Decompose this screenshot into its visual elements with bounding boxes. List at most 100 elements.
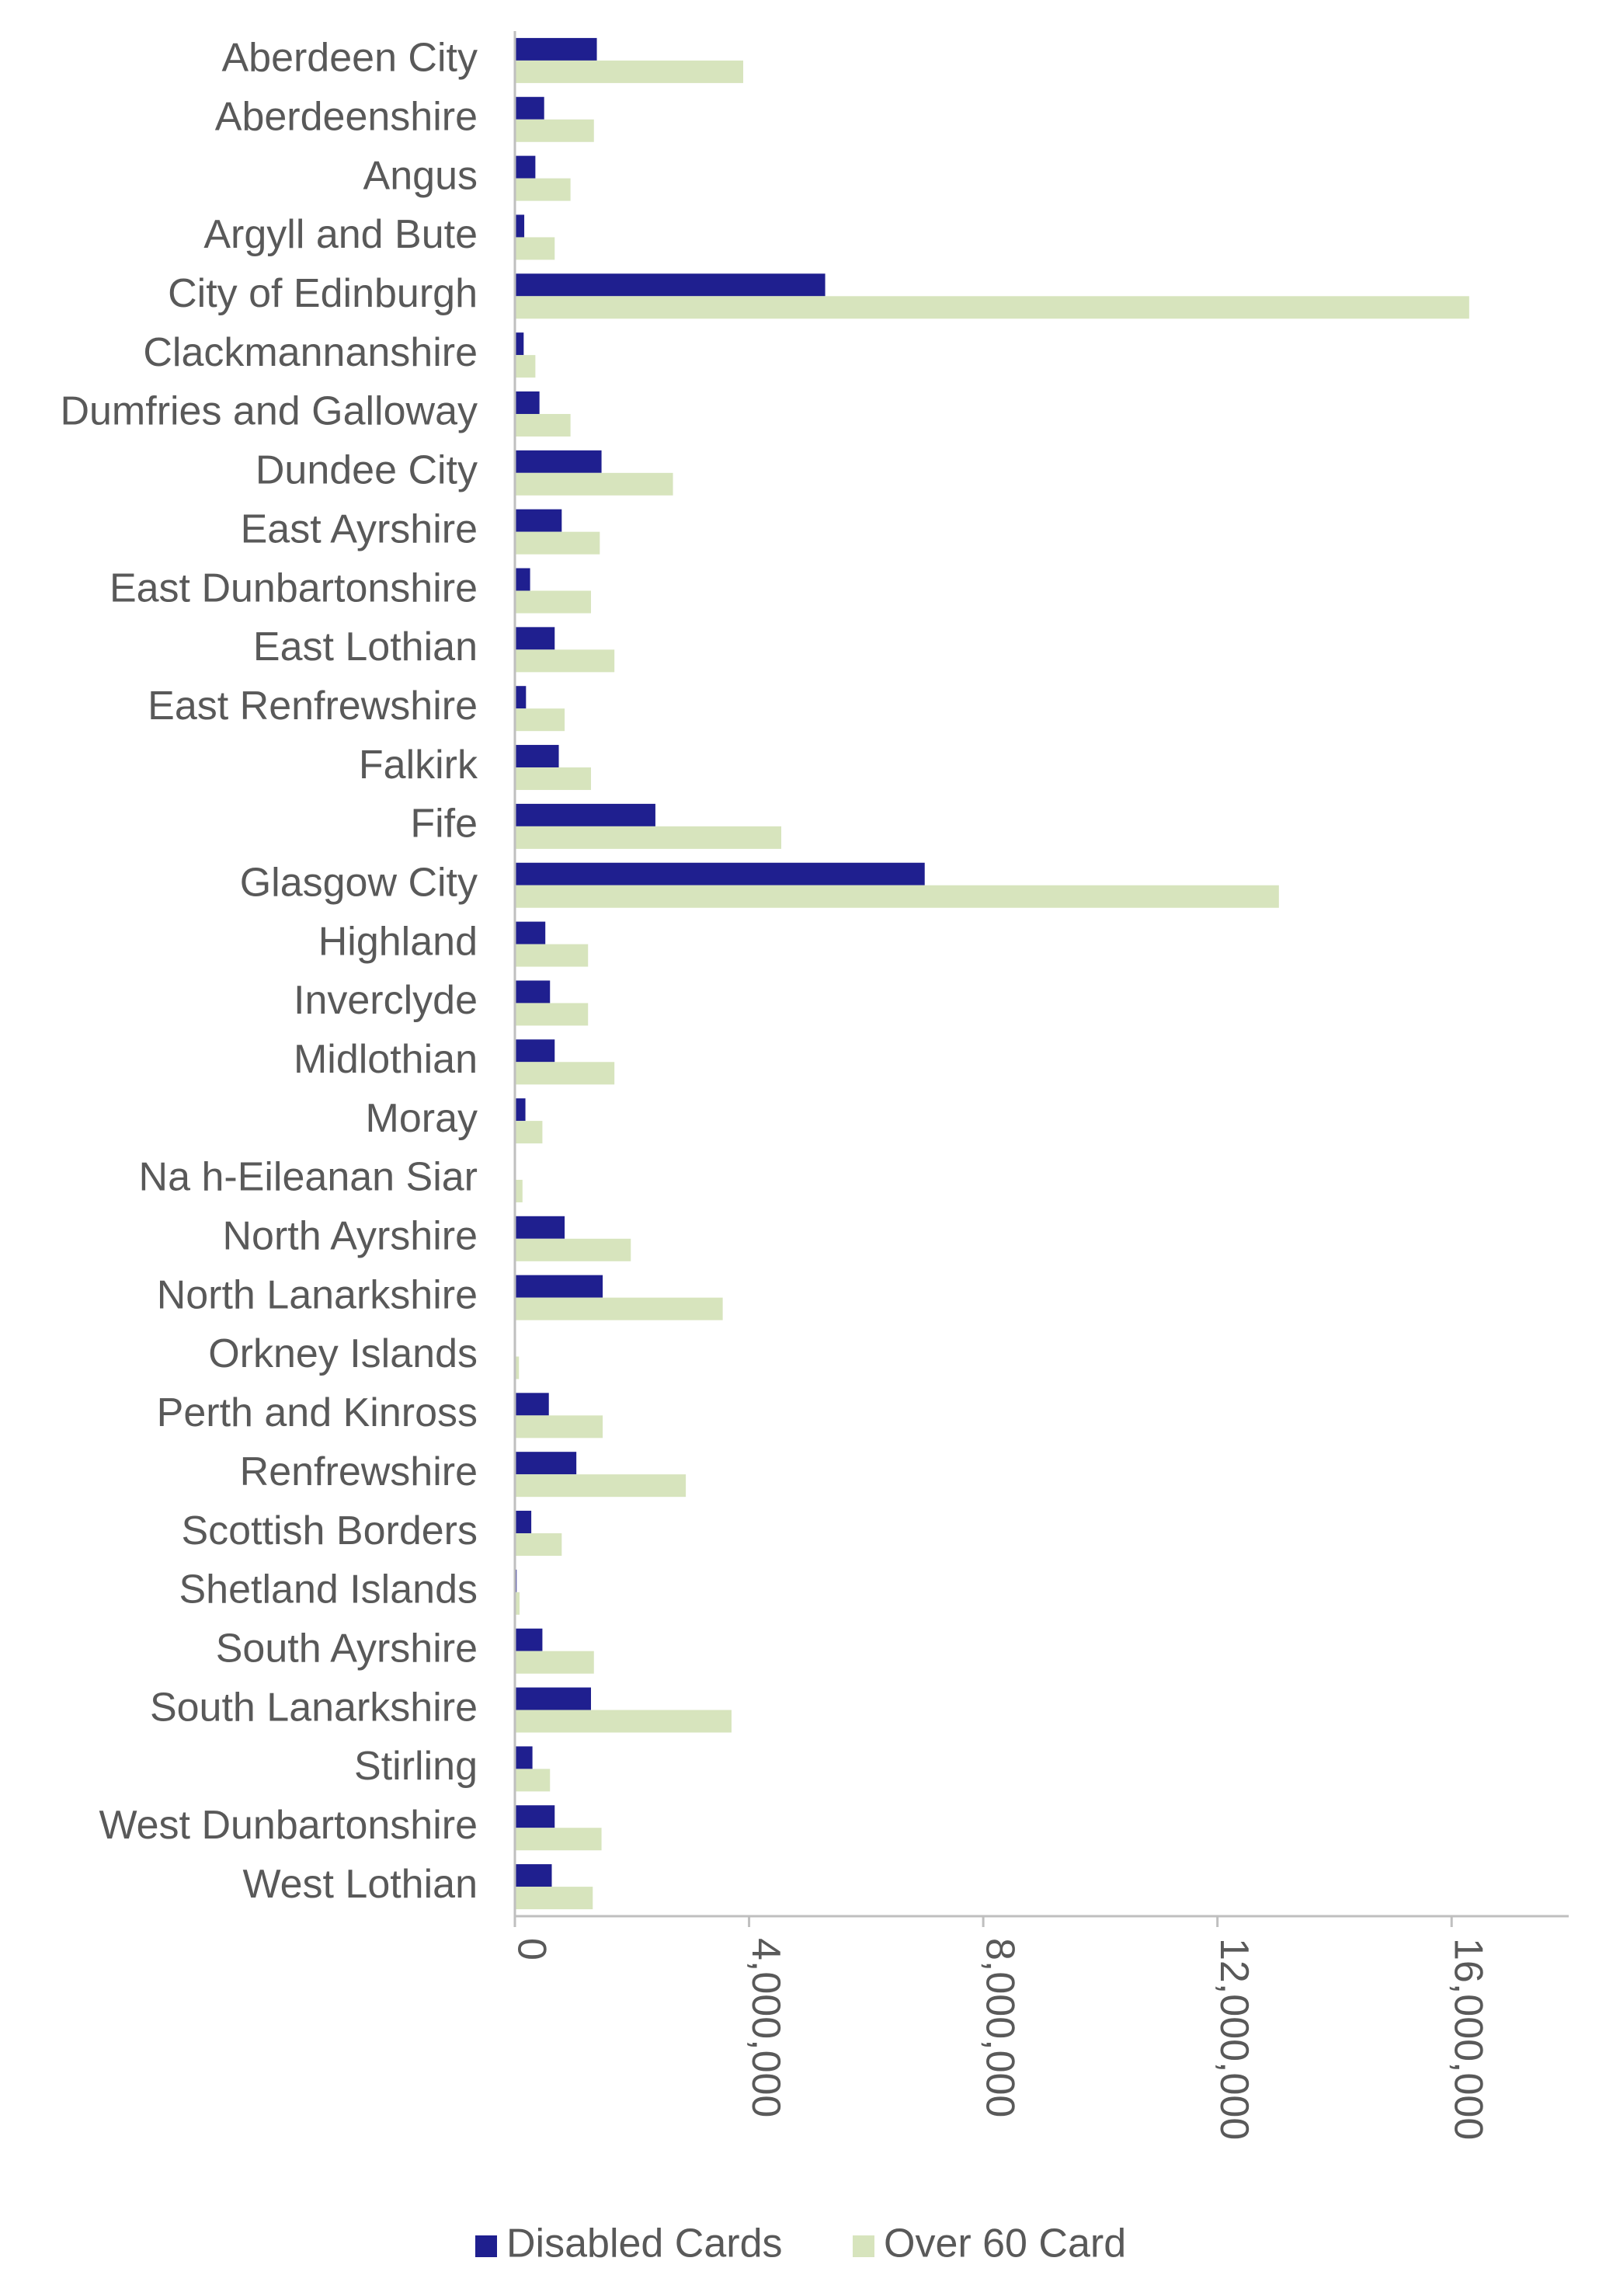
bar-disabled-cards-29 [515, 1746, 533, 1769]
category-label-5: Clackmannanshire [143, 330, 478, 375]
bar-over-60-card-11 [515, 708, 565, 732]
category-label-25: Scottish Borders [182, 1508, 478, 1553]
legend-swatch-disabled-cards [475, 2235, 497, 2257]
category-label-12: Falkirk [359, 743, 478, 788]
legend-label-over-60-card: Over 60 Card [884, 2221, 1126, 2266]
category-label-20: North Ayrshire [222, 1214, 478, 1259]
category-label-3: Argyll and Bute [203, 212, 478, 257]
bar-disabled-cards-11 [515, 686, 527, 709]
bar-over-60-card-3 [515, 237, 555, 260]
bar-over-60-card-15 [515, 944, 589, 967]
bar-disabled-cards-18 [515, 1098, 526, 1122]
x-tick-label-0: 0 [509, 1938, 554, 1960]
category-label-19: Na h-Eileanan Siar [139, 1155, 478, 1200]
bar-disabled-cards-0 [515, 37, 597, 61]
category-label-0: Aberdeen City [221, 36, 478, 81]
bar-over-60-card-13 [515, 826, 782, 849]
bar-disabled-cards-8 [515, 509, 562, 532]
bar-disabled-cards-21 [515, 1275, 603, 1298]
bar-over-60-card-10 [515, 649, 615, 673]
bar-over-60-card-0 [515, 60, 744, 83]
category-label-6: Dumfries and Galloway [60, 389, 478, 434]
bar-over-60-card-1 [515, 119, 594, 142]
bar-over-60-card-8 [515, 531, 600, 555]
bar-disabled-cards-28 [515, 1687, 592, 1710]
bar-disabled-cards-31 [515, 1864, 552, 1887]
category-label-23: Perth and Kinross [157, 1390, 478, 1435]
category-labels-group: Aberdeen City Aberdeenshire Angus Argyll an… [60, 36, 478, 1907]
category-label-29: Stirling [354, 1744, 478, 1789]
bar-over-60-card-22 [515, 1356, 520, 1379]
x-tick-label-2: 8,000,000 [977, 1938, 1022, 2117]
bar-disabled-cards-13 [515, 803, 655, 826]
category-label-18: Moray [366, 1096, 478, 1141]
category-label-30: West Dunbartonshire [99, 1803, 478, 1848]
bar-over-60-card-12 [515, 767, 592, 791]
bar-over-60-card-16 [515, 1003, 589, 1026]
bar-disabled-cards-24 [515, 1452, 577, 1475]
bar-disabled-cards-16 [515, 980, 551, 1004]
bar-disabled-cards-25 [515, 1511, 532, 1534]
bar-over-60-card-31 [515, 1887, 593, 1910]
bar-disabled-cards-27 [515, 1628, 543, 1651]
bar-disabled-cards-23 [515, 1393, 549, 1416]
bar-over-60-card-30 [515, 1828, 602, 1851]
bar-over-60-card-26 [515, 1592, 520, 1615]
bar-over-60-card-17 [515, 1062, 615, 1085]
category-label-26: Shetland Islands [179, 1567, 478, 1612]
bar-disabled-cards-17 [515, 1039, 555, 1063]
bar-disabled-cards-15 [515, 921, 546, 944]
legend: Disabled Cards Over 60 Card [475, 2221, 1126, 2266]
category-label-4: City of Edinburgh [168, 271, 478, 316]
bar-disabled-cards-12 [515, 745, 559, 768]
category-label-1: Aberdeenshire [215, 95, 478, 140]
bar-over-60-card-19 [515, 1179, 523, 1202]
bar-disabled-cards-3 [515, 214, 525, 238]
bar-disabled-cards-1 [515, 96, 544, 120]
bar-over-60-card-27 [515, 1651, 594, 1674]
category-label-2: Angus [363, 153, 478, 198]
category-label-16: Inverclyde [294, 978, 478, 1023]
category-label-31: West Lothian [242, 1862, 478, 1907]
category-label-8: East Ayrshire [241, 506, 478, 551]
bar-over-60-card-6 [515, 413, 571, 437]
x-tick-label-1: 4,000,000 [743, 1938, 788, 2117]
bars-group [515, 37, 1469, 1910]
bar-over-60-card-2 [515, 178, 571, 201]
bar-disabled-cards-10 [515, 627, 555, 650]
category-label-24: Renfrewshire [240, 1449, 478, 1494]
bar-over-60-card-7 [515, 472, 673, 496]
bar-over-60-card-5 [515, 355, 536, 378]
legend-swatch-over-60-card [853, 2235, 874, 2257]
category-label-17: Midlothian [294, 1037, 478, 1082]
category-label-15: Highland [318, 919, 478, 964]
category-label-10: East Lothian [253, 624, 478, 670]
bar-over-60-card-23 [515, 1415, 603, 1438]
bar-disabled-cards-30 [515, 1805, 555, 1828]
bar-over-60-card-24 [515, 1474, 687, 1498]
bar-over-60-card-25 [515, 1533, 562, 1557]
bar-over-60-card-9 [515, 590, 592, 614]
bar-over-60-card-28 [515, 1710, 732, 1733]
bar-disabled-cards-6 [515, 391, 540, 414]
category-label-13: Fife [410, 802, 478, 847]
bar-disabled-cards-14 [515, 862, 925, 885]
bar-disabled-cards-7 [515, 450, 602, 473]
category-label-21: North Lanarkshire [157, 1272, 478, 1317]
category-label-7: Dundee City [255, 448, 478, 493]
category-label-11: East Renfrewshire [148, 684, 478, 729]
bar-disabled-cards-5 [515, 332, 524, 356]
bar-over-60-card-20 [515, 1238, 631, 1261]
category-label-9: East Dunbartonshire [109, 565, 478, 611]
legend-label-disabled-cards: Disabled Cards [506, 2221, 783, 2266]
category-label-14: Glasgow City [240, 860, 478, 905]
category-label-27: South Ayrshire [216, 1626, 478, 1671]
bar-disabled-cards-20 [515, 1216, 565, 1239]
category-label-28: South Lanarkshire [150, 1685, 478, 1730]
bar-disabled-cards-2 [515, 155, 536, 179]
bar-over-60-card-4 [515, 296, 1469, 319]
x-tick-label-4: 16,000,000 [1445, 1938, 1490, 2140]
x-tick-label-3: 12,000,000 [1211, 1938, 1257, 2140]
bar-disabled-cards-9 [515, 568, 530, 591]
bar-disabled-cards-4 [515, 273, 826, 297]
